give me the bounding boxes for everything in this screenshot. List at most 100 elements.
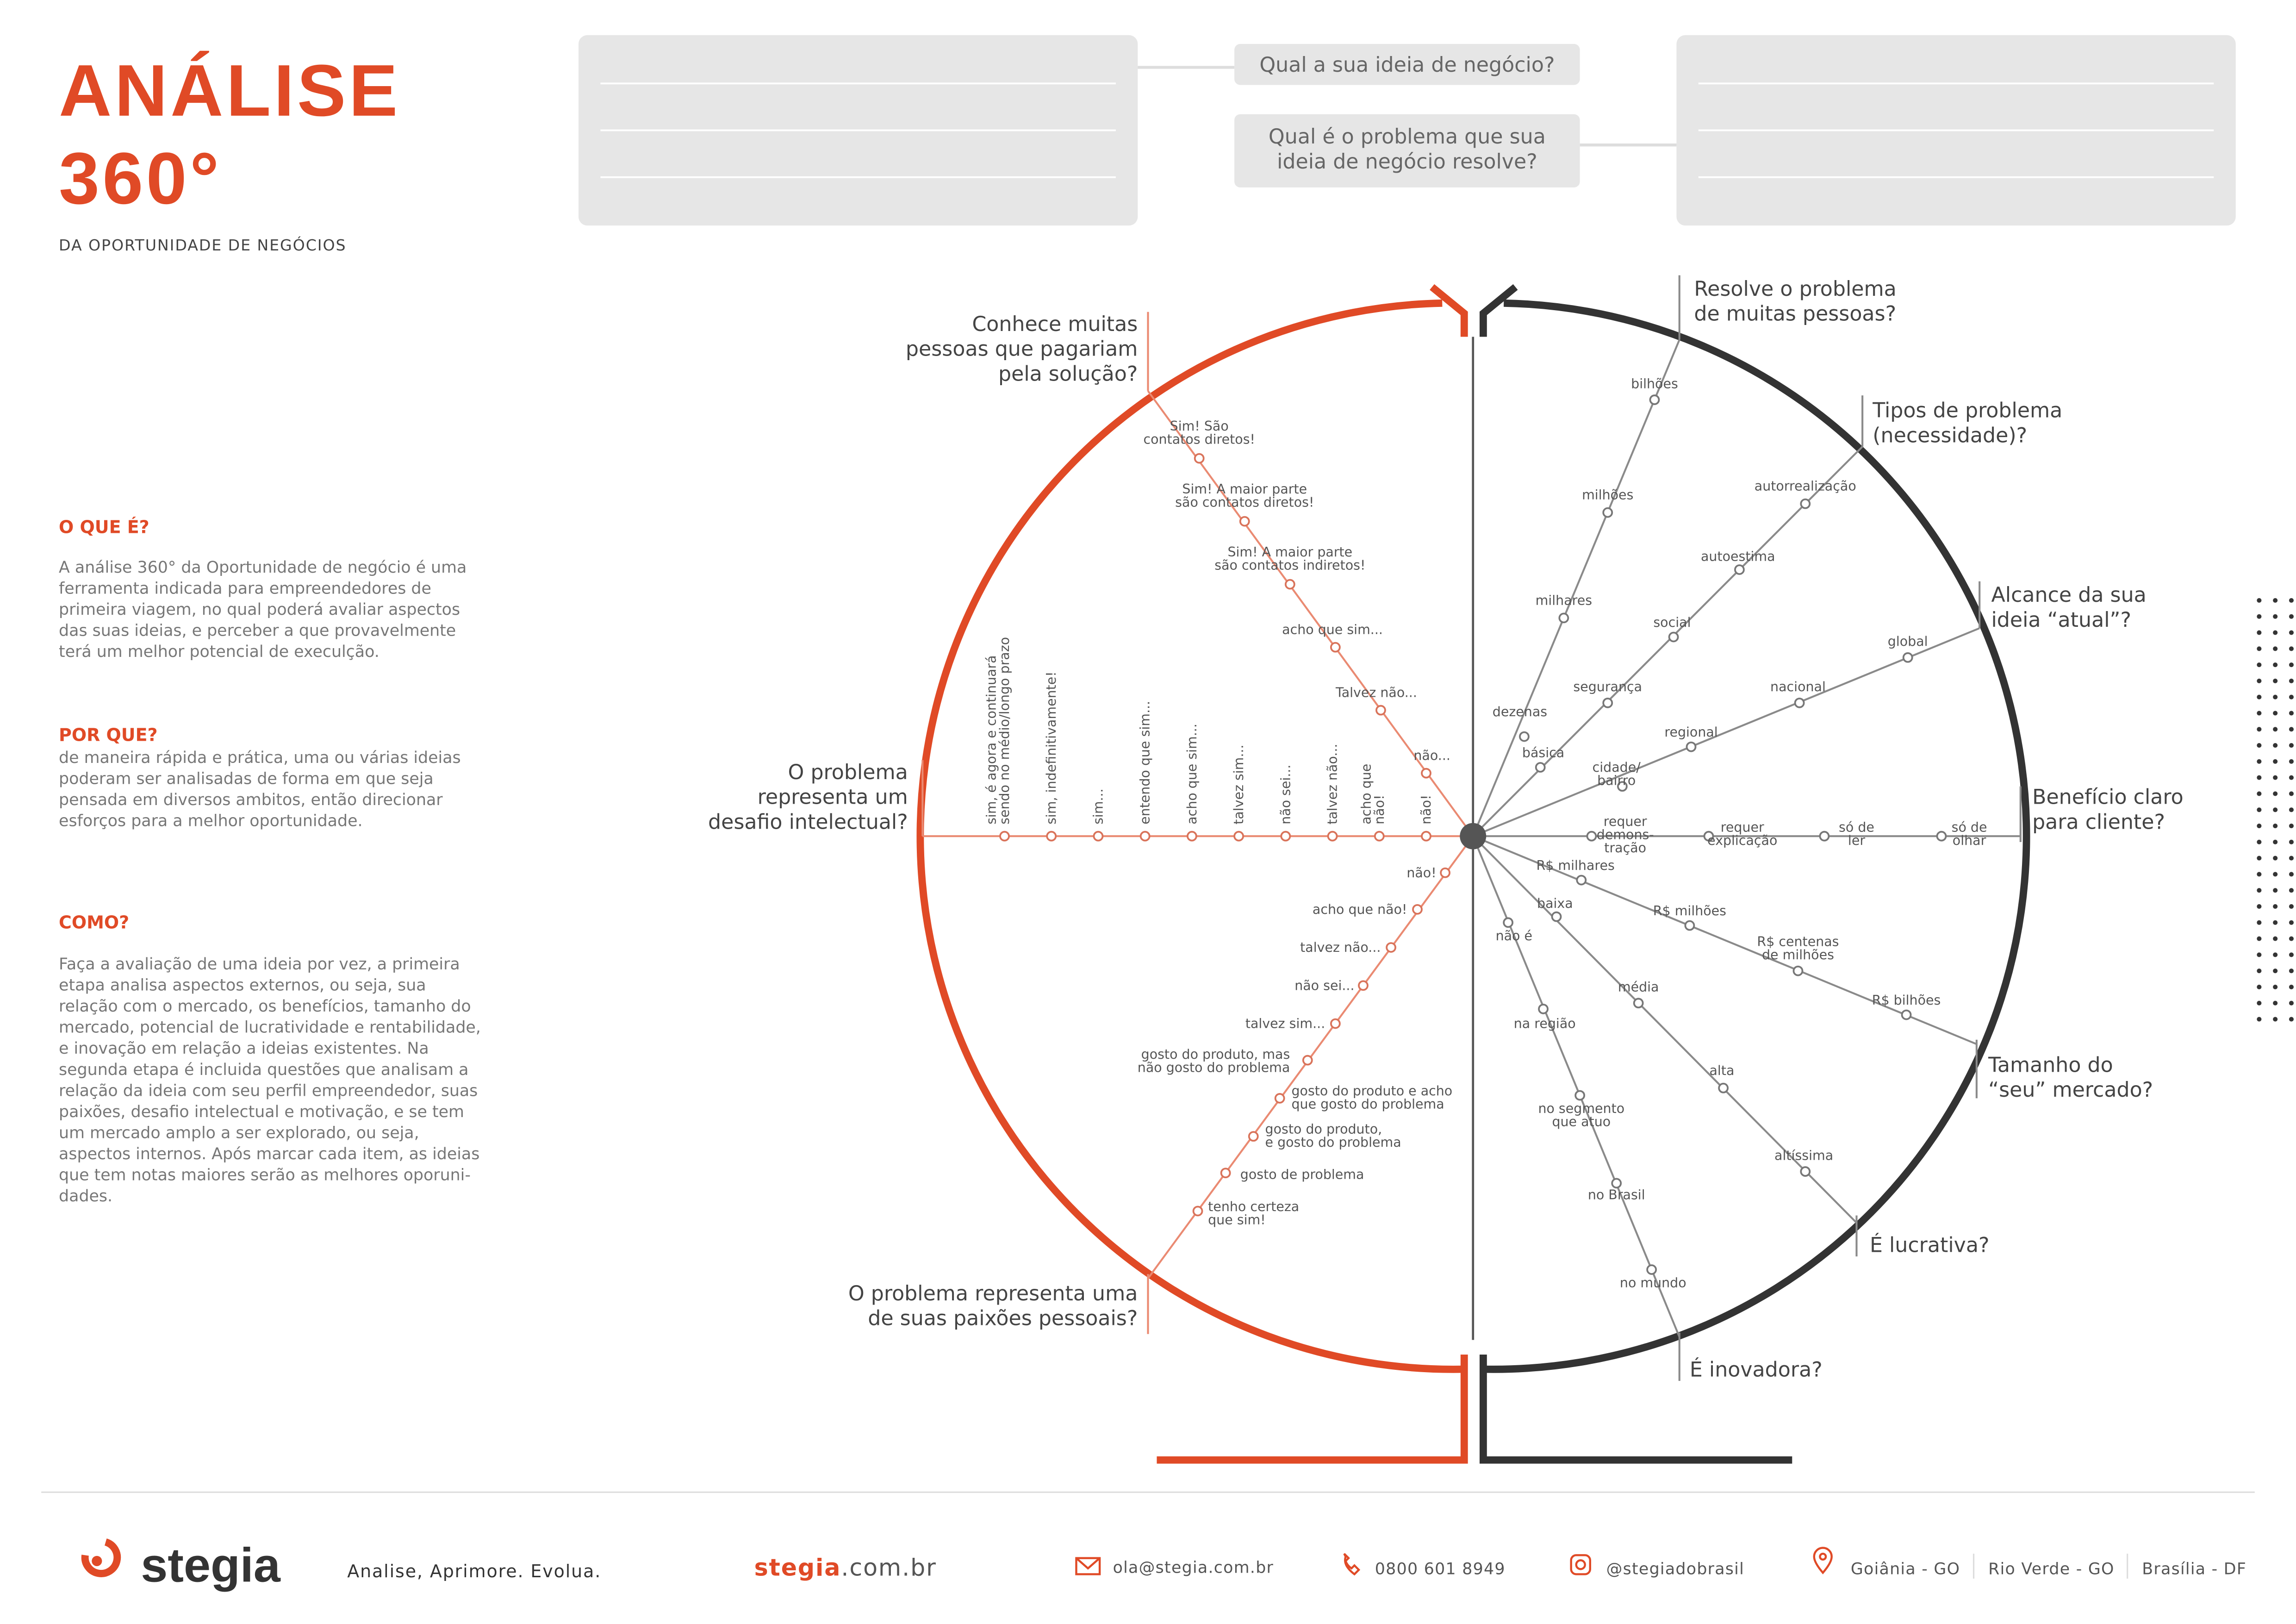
logo-icon (81, 1538, 121, 1577)
option-label: e gosto do problema (1265, 1135, 1401, 1150)
section-heading: POR QUE? (59, 725, 157, 745)
option-label: alta (1710, 1063, 1735, 1078)
option-dot (1602, 697, 1613, 708)
option-label: não! (1372, 795, 1387, 824)
option-dot (1139, 831, 1151, 842)
option-label: nacional (1770, 679, 1826, 694)
axis-question: Tamanho do (1988, 1053, 2113, 1077)
slogan: Analise, Aprimore. Evolua. (347, 1561, 601, 1581)
idea-question: Qual a sua ideia de negócio? (1259, 53, 1555, 77)
subtitle: DA OPORTUNIDADE DE NEGÓCIOS (59, 236, 346, 254)
axis-line (1472, 339, 1680, 837)
axis-question: O problema (788, 761, 908, 784)
location: Brasília - DF (2142, 1560, 2246, 1578)
option-label: contatos diretos! (1143, 431, 1255, 447)
center-dot (1460, 823, 1487, 849)
option-dot (1386, 942, 1396, 953)
section-text: que tem notas maiores serão as melhores … (59, 1166, 471, 1185)
option-dot (1792, 965, 1804, 976)
option-label: R$ milhares (1536, 858, 1614, 873)
section-text: paixões, desafio intelectual e motivação… (59, 1103, 464, 1121)
option-dot (1220, 1168, 1231, 1179)
option-label: sim, indefinitivamente! (1044, 671, 1059, 824)
section-text: pensada em diversos ambitos, então direc… (59, 791, 443, 809)
option-label: explicação (1707, 833, 1777, 848)
option-label: gosto do produto, (1265, 1121, 1382, 1137)
option-label: sendo no médio/longo prazo (997, 637, 1012, 824)
section-text: dades. (59, 1187, 112, 1206)
question-box (1234, 114, 1580, 187)
option-dot (1358, 980, 1369, 991)
option-label: autoestima (1701, 549, 1775, 564)
option-dot (1239, 516, 1250, 527)
option-dot (1421, 831, 1431, 842)
section-text: terá um melhor potencial de execulção. (59, 643, 380, 661)
option-label: que atuo (1552, 1114, 1611, 1130)
option-label: talvez sim... (1231, 744, 1246, 824)
axis-question: (necessidade)? (1873, 424, 2027, 447)
option-label: gosto de problema (1240, 1167, 1364, 1182)
instagram: @stegiadobrasil (1606, 1560, 1744, 1578)
axis-question: ideia “atual”? (1991, 608, 2131, 632)
option-label: regional (1664, 725, 1717, 740)
axis-line (1472, 627, 1980, 837)
option-label: Sim! São (1170, 418, 1229, 434)
section-text: relação da ideia com seu perfil empreend… (59, 1081, 478, 1100)
option-label: milhares (1536, 593, 1592, 608)
axis-question: Benefício claro (2032, 786, 2184, 809)
option-dot (1611, 1178, 1622, 1189)
phone: 0800 601 8949 (1375, 1560, 1506, 1578)
option-label: não é (1496, 928, 1532, 943)
option-label: não sei... (1278, 765, 1293, 824)
option-dot (1602, 507, 1613, 518)
axis-question: de muitas pessoas? (1694, 302, 1896, 326)
option-dot (1538, 1004, 1549, 1014)
option-dot (999, 831, 1010, 842)
section-text: etapa analisa aspectos externos, ou seja… (59, 976, 426, 995)
option-dot (1649, 394, 1660, 405)
option-label: não sei... (1294, 978, 1354, 993)
axis-question: Tipos de problema (1872, 399, 2062, 423)
option-dot (1684, 920, 1695, 931)
axis-question: Resolve o problema (1694, 277, 1896, 301)
option-dot (1617, 781, 1628, 792)
option-label: ler (1848, 833, 1865, 848)
option-label: que gosto do problema (1291, 1097, 1444, 1112)
question-box (1234, 44, 1580, 85)
option-label: acho que (1358, 764, 1374, 824)
axis-question: É inovadora? (1690, 1357, 1823, 1381)
site-domain: .com.br (841, 1554, 936, 1581)
section-text: poderam ser analisadas de forma em que s… (59, 770, 434, 788)
option-label: talvez não... (1300, 940, 1381, 955)
option-dot (1412, 904, 1423, 915)
option-label: tenho certeza (1208, 1199, 1299, 1214)
section-text: das suas ideias, e perceber a que provav… (59, 621, 456, 640)
option-label: sim... (1090, 788, 1106, 824)
option-label: demons- (1597, 827, 1654, 843)
option-dot (1330, 1018, 1341, 1029)
option-label: talvez sim... (1245, 1016, 1325, 1031)
option-dot (1574, 1090, 1586, 1101)
option-dot (1274, 1093, 1285, 1104)
answer-lines (600, 82, 2214, 178)
option-dot (1233, 831, 1244, 842)
email: ola@stegia.com.br (1113, 1558, 1274, 1577)
title: 360° (59, 137, 222, 219)
axis-question: “seu” mercado? (1988, 1078, 2153, 1102)
location: Rio Verde - GO (1988, 1560, 2115, 1578)
section-text: ferramenta indicada para empreendedores … (59, 579, 431, 598)
option-dot (1800, 498, 1811, 509)
brand: stegia (141, 1538, 281, 1592)
section-text: e inovação em relação a ideias existente… (59, 1039, 429, 1058)
option-label: no segmento (1538, 1101, 1624, 1116)
section-text: mercado, potencial de lucratividade e re… (59, 1018, 481, 1037)
option-label: cidade/ (1593, 760, 1641, 775)
option-label: não! (1406, 865, 1436, 881)
option-label: Sim! A maior parte (1182, 481, 1307, 497)
option-dot (1519, 731, 1530, 742)
option-label: olhar (1953, 833, 1986, 848)
dot-pattern (2252, 597, 2296, 1025)
section-text: A análise 360° da Oportunidade de negóci… (59, 558, 467, 577)
